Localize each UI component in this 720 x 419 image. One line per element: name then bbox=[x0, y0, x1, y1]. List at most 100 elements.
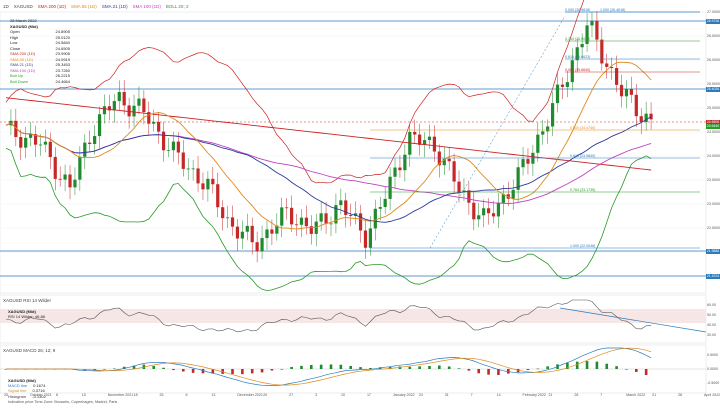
candle-body bbox=[368, 228, 372, 248]
candle-body bbox=[216, 184, 220, 208]
info-row-value: 24.8905 bbox=[55, 29, 70, 34]
candle-body bbox=[294, 224, 299, 226]
candle-body bbox=[595, 20, 599, 40]
candle-body bbox=[634, 94, 638, 117]
macd-row: MACD line 0.1674 bbox=[8, 383, 46, 388]
gridlines bbox=[0, 11, 706, 277]
sma55-line bbox=[5, 116, 652, 223]
info-row: Boll Down 24.4664 bbox=[10, 79, 70, 85]
macd-row-label: Histogram bbox=[8, 393, 27, 399]
indicator-sma200[interactable]: SMA 200 (1D) bbox=[37, 3, 67, 9]
candle-body bbox=[137, 98, 141, 106]
info-row-value: 25.0120 bbox=[55, 34, 70, 40]
candle-body bbox=[206, 178, 210, 190]
macd-histogram-bar bbox=[487, 369, 490, 375]
info-row: Boll Up 26.2215 bbox=[10, 73, 70, 79]
info-row-value: 23.7260 bbox=[55, 67, 70, 73]
macd-tick-label: -0.5000 bbox=[707, 381, 720, 385]
time-tick-label: 15 bbox=[81, 393, 86, 397]
sma21-line bbox=[5, 61, 652, 230]
candle-body bbox=[393, 167, 397, 177]
candle-body bbox=[560, 84, 565, 87]
macd-tick-label: 0.5000 bbox=[707, 353, 718, 357]
candle-body bbox=[299, 217, 304, 225]
info-row-value: 23.9905 bbox=[55, 51, 70, 56]
instrument-label[interactable]: XAGUSD bbox=[13, 3, 33, 9]
candle-body bbox=[285, 207, 289, 209]
candle-body bbox=[63, 174, 67, 180]
candle-body bbox=[127, 105, 131, 117]
time-tick-label: April 2022 bbox=[704, 393, 720, 397]
candle-body bbox=[48, 141, 52, 158]
candle-body bbox=[526, 159, 530, 164]
macd-tick-label: 0.0000 bbox=[707, 367, 718, 371]
candle-body bbox=[201, 183, 205, 190]
price-tick-label: 25.0000 bbox=[707, 106, 720, 110]
candle-body bbox=[442, 158, 446, 166]
macd-histogram-bar bbox=[221, 369, 224, 374]
price-axis: 27.0000 26.5000 26.0000 25.5000 25.0000 24.50… bbox=[706, 0, 720, 293]
candle-body bbox=[413, 131, 417, 135]
time-tick-label: 7 bbox=[600, 393, 603, 397]
candle-body bbox=[619, 84, 624, 97]
candle-body bbox=[112, 101, 116, 111]
indicator-sma55[interactable]: SMA 55 (1D) bbox=[71, 3, 97, 9]
time-tick-label: 7 bbox=[470, 393, 473, 397]
indicator-sma21[interactable]: SMA 21 (1D) bbox=[101, 3, 128, 9]
time-tick-label: 21 bbox=[652, 393, 657, 397]
macd-row-value: 0.1674 bbox=[33, 383, 46, 389]
time-tick-label: 13 bbox=[211, 393, 216, 397]
timeframe-label[interactable]: 1D bbox=[3, 3, 9, 9]
candle-body bbox=[157, 121, 161, 132]
candle-body bbox=[482, 208, 486, 216]
macd-histogram-bar bbox=[635, 369, 638, 372]
candle-body bbox=[73, 179, 77, 188]
candle-body bbox=[398, 167, 402, 171]
info-row: Open 24.8905 bbox=[10, 29, 70, 35]
macd-signal-line bbox=[6, 347, 652, 386]
time-tick-label: 20 bbox=[263, 393, 268, 397]
time-tick-label: 17 bbox=[366, 393, 371, 397]
price-marker-label: 25.4026 bbox=[706, 86, 720, 92]
candle-body bbox=[427, 136, 432, 141]
indicator-boll[interactable]: BOLL 20; 2 bbox=[165, 3, 189, 9]
macd-histogram-bar bbox=[585, 361, 589, 369]
macd-histogram-bar bbox=[310, 365, 313, 369]
candle-body bbox=[639, 116, 643, 123]
price-marker-label: 21.4224 bbox=[706, 273, 720, 279]
macd-row-label: MACD line bbox=[8, 383, 28, 389]
candle-body bbox=[610, 66, 614, 69]
info-symbol: XAGUSD (Mid) bbox=[10, 23, 38, 29]
time-tick-label: January 2022 bbox=[392, 393, 415, 397]
candle-body bbox=[457, 181, 461, 193]
price-marker-label: 26.9726 bbox=[706, 18, 720, 24]
fib-level-label: 1.000 (22.0048) bbox=[570, 244, 595, 248]
macd-histogram-bar bbox=[241, 369, 244, 375]
candle-body bbox=[265, 229, 269, 239]
macd-histogram-bar bbox=[408, 366, 412, 369]
info-row-value: 24.4664 bbox=[55, 78, 70, 84]
candle-body bbox=[403, 154, 407, 171]
info-row-label: SMA 21 (1D) bbox=[10, 62, 33, 67]
info-row-label: Close bbox=[10, 45, 21, 51]
candle-body bbox=[644, 113, 648, 123]
macd-histogram-bar bbox=[250, 369, 254, 374]
macd-row-label: Signal line bbox=[8, 388, 27, 394]
info-row: Close 24.6505 bbox=[10, 46, 70, 52]
candle-body bbox=[43, 141, 47, 145]
info-row-label: SMA 200 (1D) bbox=[10, 51, 36, 56]
time-tick-label: 6 bbox=[185, 393, 188, 397]
candle-body bbox=[161, 131, 166, 151]
candle-body bbox=[196, 168, 200, 184]
time-tick-label: 28 bbox=[574, 393, 579, 397]
candle-body bbox=[605, 63, 609, 67]
price-tick-label: 23.0000 bbox=[707, 202, 720, 206]
macd-histogram-bar bbox=[339, 364, 343, 369]
candle-body bbox=[334, 205, 338, 224]
indicator-sma100[interactable]: SMA 100 (1D) bbox=[132, 3, 161, 9]
boll-lower-line bbox=[5, 147, 652, 292]
candle-body bbox=[437, 151, 441, 166]
info-row: SMA 100 (1D) 23.7260 bbox=[10, 68, 70, 74]
macd-legend: XAGUSD (Mid) MACD line 0.1674 Signal line 0… bbox=[8, 378, 46, 399]
